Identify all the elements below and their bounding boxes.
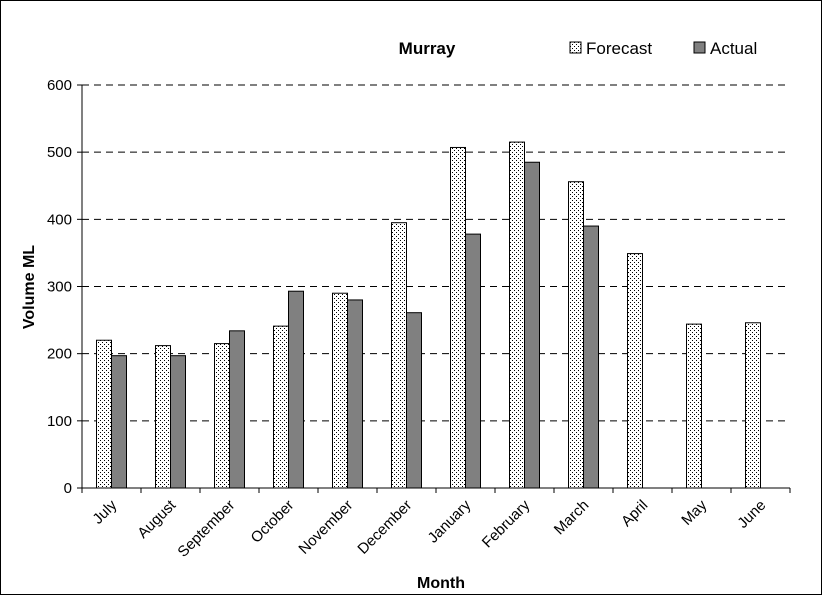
- gridlines: [82, 84, 790, 422]
- x-tick-label: July: [89, 496, 120, 527]
- legend-forecast-label: Forecast: [586, 39, 652, 58]
- x-tick-label: April: [618, 497, 651, 530]
- bar-forecast: [96, 339, 112, 489]
- bar-forecast: [745, 322, 761, 489]
- y-tick-label: 400: [47, 211, 72, 228]
- bar-forecast: [391, 222, 407, 489]
- y-tick-label: 300: [47, 279, 72, 296]
- legend-actual-label: Actual: [710, 39, 757, 58]
- bar-actual: [524, 161, 540, 489]
- bar-forecast: [214, 343, 230, 489]
- axes: [77, 84, 791, 493]
- bar-actual: [406, 312, 422, 489]
- bar-actual: [465, 233, 481, 489]
- bar-forecast: [332, 292, 348, 489]
- legend-actual-swatch: [693, 41, 706, 54]
- y-tick-label: 100: [47, 413, 72, 430]
- bar-forecast: [686, 323, 702, 489]
- y-tick-label: 0: [64, 480, 72, 497]
- y-tick-label: 600: [47, 77, 72, 94]
- bar-actual: [170, 355, 186, 489]
- y-tick-label: 200: [47, 346, 72, 363]
- x-tick-label: January: [425, 496, 475, 546]
- y-axis-title: Volume ML: [21, 245, 38, 329]
- legend: Forecast Actual: [569, 39, 757, 58]
- bar-actual: [111, 355, 127, 489]
- chart-title: Murray: [399, 39, 456, 58]
- bars: [96, 141, 761, 489]
- bar-actual: [288, 290, 304, 489]
- x-tick-label: August: [134, 496, 180, 542]
- bar-actual: [583, 225, 599, 489]
- bar-actual: [229, 330, 245, 489]
- legend-forecast-swatch: [569, 41, 582, 54]
- y-tick-labels: 0 100 200 300 400 500 600: [47, 77, 72, 497]
- x-tick-label: February: [479, 496, 534, 551]
- x-tick-label: December: [354, 497, 415, 558]
- bar-forecast: [273, 325, 289, 489]
- bar-forecast: [155, 345, 171, 489]
- bar-forecast: [627, 253, 643, 489]
- x-tick-label: May: [678, 496, 710, 528]
- bar-actual: [347, 299, 363, 489]
- bar-forecast: [568, 181, 584, 489]
- y-tick-label: 500: [47, 144, 72, 161]
- bar-forecast: [450, 146, 466, 489]
- x-tick-label: October: [248, 497, 298, 547]
- x-tick-label: November: [295, 497, 356, 558]
- x-tick-label: September: [174, 497, 238, 561]
- x-tick-label: March: [551, 497, 592, 538]
- x-axis-title: Month: [417, 575, 465, 592]
- bar-forecast: [509, 141, 525, 489]
- x-tick-label: June: [734, 497, 769, 532]
